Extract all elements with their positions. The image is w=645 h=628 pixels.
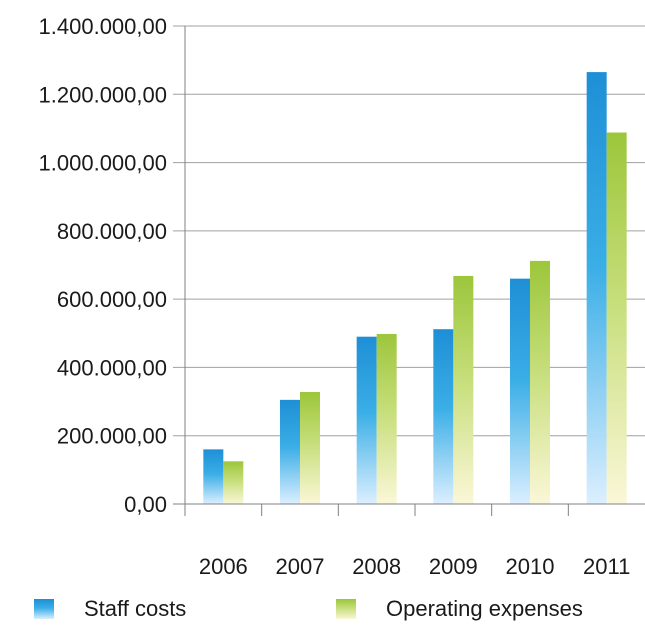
x-tick-labels: 2006 2007 2008 2009 2010 2011 — [199, 554, 630, 579]
x-tick-label-2006: 2006 — [199, 554, 248, 579]
y-tick-label: 800.000,00 — [57, 219, 167, 244]
y-tick-labels: 0,00 200.000,00 400.000,00 600.000,00 800.00… — [39, 14, 167, 517]
legend-swatch-staff-costs — [34, 599, 54, 619]
x-tick-label-2011: 2011 — [583, 554, 630, 579]
bar-staff-costs-2010 — [510, 278, 530, 504]
y-tick-label: 1.200.000,00 — [39, 82, 167, 107]
legend-item-operating-expenses: Operating expenses — [336, 596, 583, 622]
y-tick-label: 1.000.000,00 — [39, 151, 167, 176]
axes — [173, 26, 645, 516]
bar-staff-costs-2008 — [356, 336, 377, 504]
bar-staff-costs-2007 — [280, 399, 300, 504]
y-tick-label: 600.000,00 — [57, 287, 167, 312]
bar-staff-costs-2006 — [203, 449, 224, 504]
bar-staff-costs-2009 — [433, 329, 454, 504]
x-tick-label-2009: 2009 — [429, 554, 478, 579]
legend-label-operating-expenses: Operating expenses — [386, 596, 583, 621]
legend: Staff costs Operating expenses — [0, 596, 645, 628]
gridlines — [173, 25, 645, 437]
bar-operating-expenses-2008 — [376, 333, 397, 504]
legend-swatch-operating-expenses — [336, 599, 356, 619]
y-tick-label: 400.000,00 — [57, 355, 167, 380]
bar-operating-expenses-2010 — [530, 260, 550, 504]
bars — [203, 72, 627, 505]
bar-operating-expenses-2011 — [606, 132, 627, 505]
bar-staff-costs-2011 — [586, 72, 607, 504]
legend-item-staff-costs: Staff costs — [34, 596, 186, 622]
x-tick-label-2010: 2010 — [506, 554, 555, 579]
legend-label-staff-costs: Staff costs — [84, 596, 187, 621]
bar-operating-expenses-2006 — [223, 461, 244, 504]
bar-operating-expenses-2007 — [300, 392, 320, 504]
bar-operating-expenses-2009 — [453, 275, 474, 504]
y-tick-label: 1.400.000,00 — [39, 14, 167, 39]
y-tick-label: 0,00 — [124, 492, 167, 517]
x-tick-label-2008: 2008 — [352, 554, 401, 579]
bar-chart: 0,00 200.000,00 400.000,00 600.000,00 800.00… — [39, 14, 645, 579]
x-tick-label-2007: 2007 — [276, 554, 325, 579]
y-tick-label: 200.000,00 — [57, 424, 167, 449]
